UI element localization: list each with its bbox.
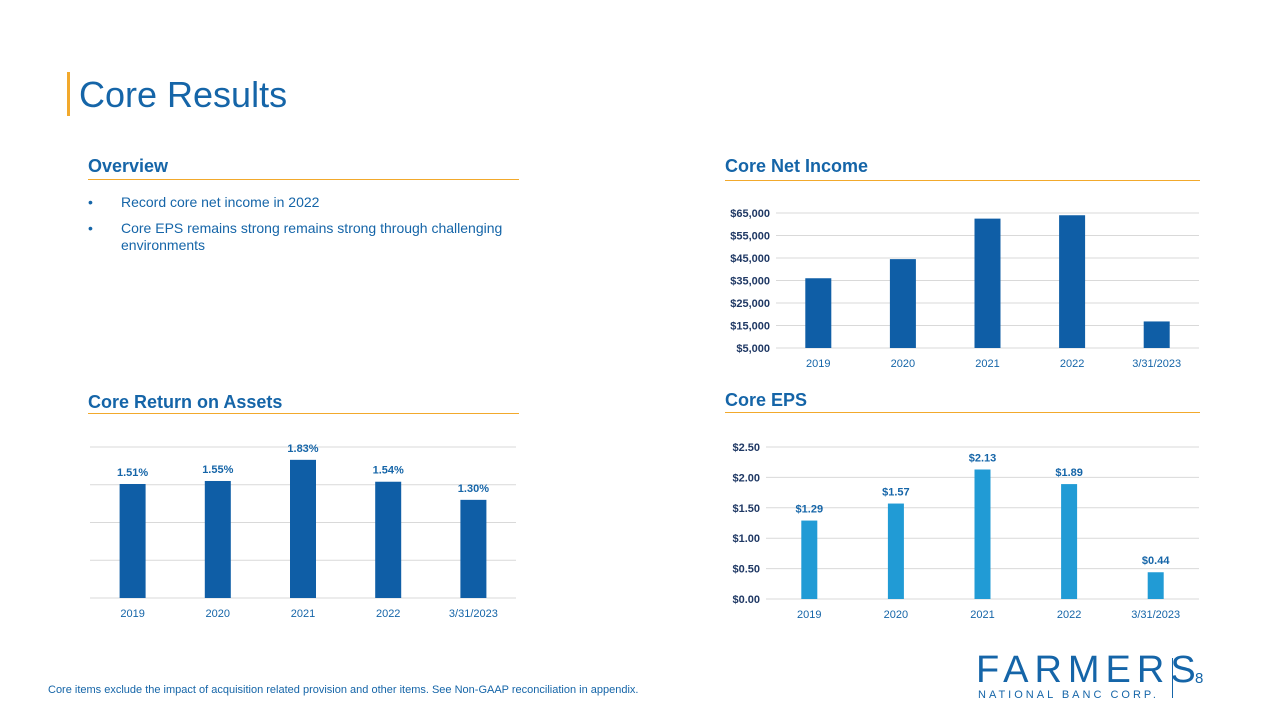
data-label: 1.83% xyxy=(287,443,318,455)
y-tick-label: $55,000 xyxy=(730,231,770,243)
bar xyxy=(974,218,1001,348)
bar xyxy=(119,483,146,598)
x-tick-label: 2022 xyxy=(1057,609,1081,621)
data-label: 1.51% xyxy=(117,467,148,479)
y-tick-label: $2.00 xyxy=(732,472,760,484)
bullet-symbol: • xyxy=(88,194,93,210)
bar xyxy=(974,469,991,599)
data-label: $1.89 xyxy=(1055,467,1083,479)
data-label: 1.54% xyxy=(373,465,404,477)
company-logo-subtitle: NATIONAL BANC CORP. xyxy=(978,689,1159,701)
page-number: 8 xyxy=(1195,670,1204,687)
bar xyxy=(889,259,916,348)
y-tick-label: $15,000 xyxy=(730,321,770,333)
overview-heading: Overview xyxy=(88,156,169,176)
x-tick-label: 2021 xyxy=(975,358,999,370)
x-tick-label: 2020 xyxy=(206,608,230,620)
roa-rule xyxy=(88,413,519,414)
eps-heading: Core EPS xyxy=(725,390,808,410)
bar xyxy=(801,520,818,599)
net-income-chart: $5,000 $15,000 $25,000 $35,000 $45,000 $55,00… xyxy=(730,208,1199,370)
y-tick-label: $0.50 xyxy=(732,564,760,576)
bar xyxy=(1061,484,1078,599)
x-tick-label: 2022 xyxy=(1060,358,1084,370)
bar xyxy=(1147,572,1164,599)
y-tick-label: $1.50 xyxy=(732,503,760,515)
overview-bullet: • Core EPS remains strong remains strong… xyxy=(88,220,518,254)
y-tick-label: $5,000 xyxy=(736,343,770,355)
bar xyxy=(460,499,487,598)
overview-bullet: • Record core net income in 2022 xyxy=(88,194,518,211)
footnote: Core items exclude the impact of acquisi… xyxy=(48,684,639,696)
data-label: $2.13 xyxy=(969,452,997,464)
x-tick-label: 2019 xyxy=(797,609,821,621)
data-label: $1.29 xyxy=(796,504,824,516)
bar xyxy=(1143,321,1170,348)
net-income-rule xyxy=(725,180,1200,181)
data-label: 1.55% xyxy=(202,464,233,476)
x-tick-label: 2021 xyxy=(291,608,315,620)
y-tick-label: $25,000 xyxy=(730,298,770,310)
overview-bullet-text: Record core net income in 2022 xyxy=(121,194,320,210)
y-tick-label: $65,000 xyxy=(730,208,770,220)
net-income-heading: Core Net Income xyxy=(725,156,869,176)
y-tick-label: $35,000 xyxy=(730,276,770,288)
logo-divider xyxy=(1172,658,1173,698)
bullet-symbol: • xyxy=(88,220,93,236)
eps-chart: $0.00 $0.50 $1.00 $1.50 $2.00 $2.50 2019 $1.29 2… xyxy=(732,442,1199,621)
x-tick-label: 2021 xyxy=(970,609,994,621)
y-tick-label: $1.00 xyxy=(732,533,760,545)
x-tick-label: 2020 xyxy=(891,358,915,370)
bar xyxy=(887,503,904,599)
x-tick-label: 2020 xyxy=(884,609,908,621)
x-tick-label: 2019 xyxy=(806,358,830,370)
data-label: $0.44 xyxy=(1142,555,1170,567)
company-logo: FARMERS xyxy=(976,649,1202,691)
data-label: 1.30% xyxy=(458,483,489,495)
data-label: $1.57 xyxy=(882,487,910,499)
bar xyxy=(290,459,316,598)
y-tick-label: $0.00 xyxy=(732,594,760,606)
title-accent-bar xyxy=(67,72,70,116)
bar xyxy=(805,278,832,348)
roa-heading: Core Return on Assets xyxy=(88,392,283,412)
x-tick-label: 2022 xyxy=(376,608,400,620)
y-tick-label: $45,000 xyxy=(730,253,770,265)
x-tick-label: 3/31/2023 xyxy=(1131,609,1180,621)
bar xyxy=(375,481,402,598)
x-tick-label: 3/31/2023 xyxy=(449,608,498,620)
overview-rule xyxy=(88,179,519,180)
x-tick-label: 2019 xyxy=(120,608,144,620)
page-title: Core Results xyxy=(79,74,288,115)
eps-rule xyxy=(725,412,1200,413)
x-tick-label: 3/31/2023 xyxy=(1132,358,1181,370)
bar xyxy=(204,480,231,598)
y-tick-label: $2.50 xyxy=(732,442,760,454)
roa-chart: 2019 1.51% 2020 1.55% 2021 1.83% 2022 1.54% 3/31… xyxy=(90,443,516,620)
overview-bullet-list: • Record core net income in 2022 • Core … xyxy=(88,194,518,263)
overview-bullet-text: Core EPS remains strong remains strong t… xyxy=(121,220,503,253)
bar xyxy=(1059,215,1086,348)
